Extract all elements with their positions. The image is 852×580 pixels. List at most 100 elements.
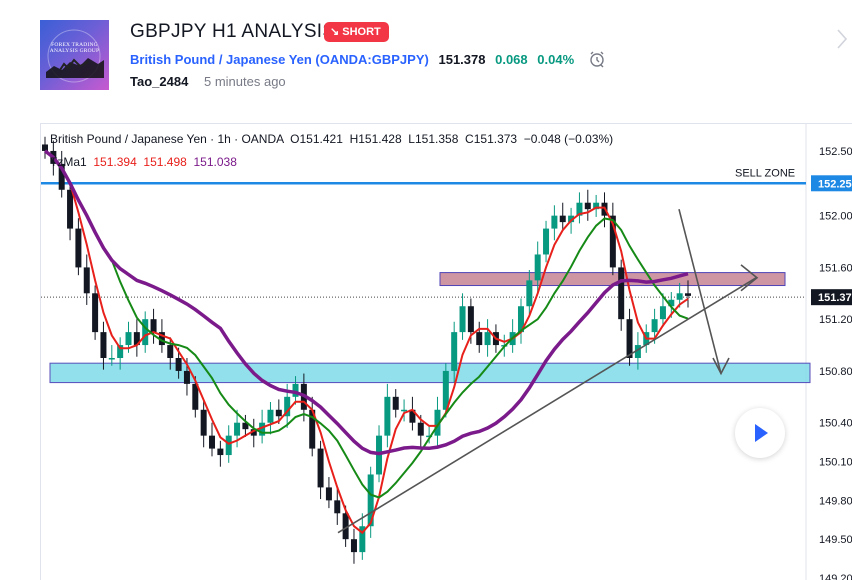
author-logo[interactable]: FOREX TRADING ANALYSIS GROUP (40, 20, 109, 90)
sell-level-tag (811, 175, 852, 192)
play-icon (755, 424, 768, 442)
candle-body (209, 435, 216, 449)
published-time: 5 minutes ago (204, 74, 286, 89)
ma-slow-line (43, 149, 689, 456)
candle-body (117, 345, 124, 358)
legend-delta: −0.048 (−0.03%) (523, 132, 614, 146)
candle-body (534, 254, 541, 281)
candle-body (309, 409, 316, 449)
candle-body (267, 409, 274, 423)
candle-body (593, 202, 600, 210)
symbol-change: 0.068 (495, 51, 528, 67)
indicator-name[interactable]: TzMa1 (50, 155, 87, 169)
candle-body (618, 267, 625, 320)
trend-line (337, 277, 757, 534)
candle-body (108, 358, 115, 360)
price-tick-label: 150.80 (819, 366, 852, 378)
candle-body (334, 500, 341, 514)
candle-body (158, 332, 165, 346)
candle-body (426, 435, 433, 438)
candle-body (317, 448, 324, 488)
indicator-value-2: 151.498 (143, 155, 187, 169)
symbol-change-pct: 0.04% (537, 51, 575, 67)
candle-body (175, 358, 182, 371)
price-tick-label: 152.50 (819, 146, 852, 158)
trend-arrow-head (740, 264, 759, 292)
candle-body (609, 215, 616, 268)
candle-body (167, 345, 174, 358)
candle-body (442, 370, 449, 410)
candle-body (58, 163, 65, 190)
ma-mid-line (44, 150, 689, 499)
candle-body (217, 448, 224, 456)
price-tick-label: 150.10 (819, 457, 852, 469)
candle-body (384, 396, 391, 436)
price-tick-label: 151.60 (819, 262, 852, 274)
alarm-clock-icon[interactable] (588, 50, 606, 71)
short-badge: ↘ SHORT (324, 22, 389, 42)
support-zone (49, 362, 811, 384)
candle-body (409, 409, 416, 423)
indicator-value-1: 151.394 (93, 155, 137, 169)
candle-body (225, 435, 232, 456)
candle-body (626, 319, 633, 358)
candle-body (83, 267, 90, 294)
sell-level-tag-text: 152.25 (818, 178, 852, 190)
price-tick-label: 149.20 (819, 573, 852, 580)
legend-low: 151.358 (414, 132, 459, 146)
candle-body (517, 306, 524, 333)
price-tick-label: 149.80 (819, 495, 852, 507)
candle-body (584, 202, 591, 210)
candle-body (67, 189, 74, 229)
price-tick-label: 151.20 (819, 314, 852, 326)
badge-label: SHORT (342, 26, 381, 38)
candle-body (100, 332, 107, 358)
candle-body (150, 319, 157, 333)
symbol-code-link[interactable]: OANDA:GBPJPY (319, 51, 425, 67)
logo-text: FOREX TRADING ANALYSIS GROUP (49, 42, 100, 54)
candle-body (125, 332, 132, 346)
candle-body (367, 474, 374, 527)
candle-body (200, 409, 207, 436)
author-name[interactable]: Tao_2484 (130, 74, 189, 89)
candle-body (42, 144, 48, 151)
candle-body (142, 319, 149, 346)
idea-title: GBPJPY H1 ANALYSIS (130, 21, 336, 42)
projection-arrow-head (712, 357, 730, 376)
candle-body (659, 306, 666, 320)
candle-body (543, 228, 550, 255)
symbol-row: British Pound / Japanese Yen (OANDA:GBPJ… (130, 50, 606, 71)
play-button[interactable] (735, 408, 785, 458)
candle-body (467, 306, 474, 333)
ma-fast-line (44, 150, 689, 535)
candle-body (634, 345, 641, 358)
candle-body (676, 293, 683, 300)
candle-body (459, 306, 466, 333)
candle-body (292, 383, 299, 397)
candle-body (92, 293, 99, 333)
candle-body (75, 228, 82, 268)
candle-body (192, 383, 199, 410)
legend-high: 151.428 (358, 132, 402, 146)
symbol-paren: ) (424, 51, 429, 67)
current-price-tag (811, 289, 852, 306)
current-price-tag-text: 151.37 (818, 292, 852, 304)
candle-body (342, 513, 349, 540)
candle-body (434, 409, 441, 436)
candle-body (685, 293, 691, 296)
price-tick-label: 150.40 (819, 418, 852, 430)
candle-body (576, 202, 583, 216)
symbol-name[interactable]: British Pound / Japanese Yen ( (130, 51, 320, 67)
candle-body (476, 332, 483, 346)
candle-body (350, 539, 357, 553)
candle-body (359, 526, 366, 553)
indicator-legend: TzMa1 151.394 151.498 151.038 (50, 155, 237, 169)
chevron-right-icon[interactable] (836, 28, 848, 55)
chart-panel[interactable]: 152.50 152.00 151.60 151.20 150.80 150.40 150.… (40, 123, 852, 580)
candle-body (284, 396, 291, 417)
legend-close: 151.373 (473, 132, 518, 146)
candle-body (668, 299, 675, 307)
candle-body (401, 409, 408, 412)
legend-symbol: British Pound / Japanese Yen · 1h · OAND… (50, 132, 284, 146)
price-chart[interactable]: 152.50 152.00 151.60 151.20 150.80 150.40 150.… (41, 124, 852, 580)
